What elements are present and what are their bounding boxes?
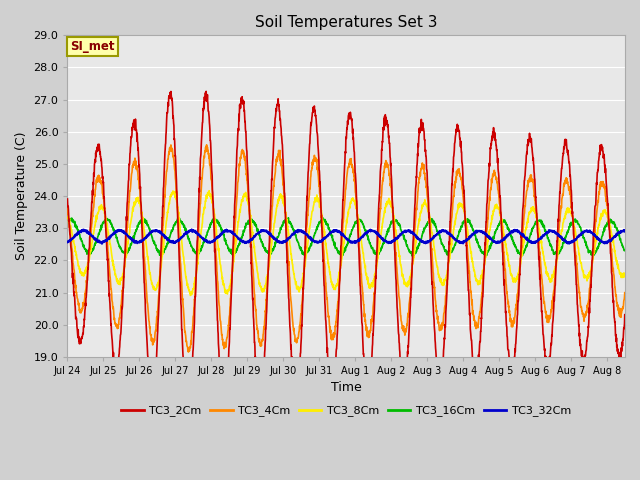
TC3_16Cm [350, 224, 358, 229]
TC3_16Cm [430, 218, 438, 224]
TC3_4Cm [184, 349, 192, 355]
TC3_16Cm [413, 245, 421, 251]
TC3_32Cm [536, 237, 543, 242]
TC3_32Cm [430, 233, 438, 239]
TC3_32Cm [602, 239, 610, 245]
TC3_8Cm [413, 230, 421, 236]
TC3_8Cm [187, 293, 195, 299]
TC3_4Cm [602, 198, 610, 204]
TC3_2Cm [63, 196, 71, 202]
TC3_2Cm [202, 88, 210, 94]
Legend: TC3_2Cm, TC3_4Cm, TC3_8Cm, TC3_16Cm, TC3_32Cm: TC3_2Cm, TC3_4Cm, TC3_8Cm, TC3_16Cm, TC3… [117, 401, 575, 421]
TC3_4Cm [536, 249, 543, 255]
TC3_8Cm [621, 272, 629, 277]
TC3_32Cm [97, 239, 104, 245]
Line: TC3_2Cm: TC3_2Cm [67, 91, 625, 416]
TC3_32Cm [621, 228, 629, 234]
Line: TC3_16Cm: TC3_16Cm [67, 217, 625, 256]
TC3_8Cm [536, 229, 543, 235]
TC3_32Cm [188, 227, 195, 232]
TC3_4Cm [63, 209, 71, 215]
TC3_16Cm [408, 253, 415, 259]
TC3_16Cm [536, 217, 543, 223]
Text: SI_met: SI_met [70, 40, 115, 53]
TC3_2Cm [536, 276, 543, 282]
TC3_16Cm [602, 222, 610, 228]
TC3_16Cm [63, 221, 71, 227]
TC3_4Cm [621, 294, 629, 300]
TC3_4Cm [430, 281, 438, 287]
Title: Soil Temperatures Set 3: Soil Temperatures Set 3 [255, 15, 438, 30]
TC3_2Cm [350, 144, 358, 150]
Line: TC3_8Cm: TC3_8Cm [67, 191, 625, 296]
TC3_8Cm [602, 211, 610, 217]
TC3_32Cm [63, 240, 71, 245]
TC3_4Cm [203, 142, 211, 148]
TC3_8Cm [350, 198, 358, 204]
TC3_16Cm [621, 248, 629, 253]
TC3_16Cm [97, 227, 104, 232]
TC3_16Cm [210, 214, 218, 220]
Line: TC3_4Cm: TC3_4Cm [67, 145, 625, 352]
Y-axis label: Soil Temperature (C): Soil Temperature (C) [15, 132, 28, 260]
TC3_2Cm [413, 162, 421, 168]
TC3_4Cm [97, 178, 104, 184]
TC3_2Cm [621, 312, 629, 318]
TC3_2Cm [185, 413, 193, 419]
TC3_4Cm [350, 173, 358, 179]
TC3_8Cm [430, 243, 438, 249]
TC3_32Cm [565, 240, 573, 246]
TC3_2Cm [430, 317, 438, 323]
TC3_32Cm [413, 235, 420, 241]
TC3_8Cm [97, 205, 104, 211]
TC3_8Cm [63, 216, 71, 221]
TC3_2Cm [602, 179, 610, 184]
Line: TC3_32Cm: TC3_32Cm [67, 229, 625, 243]
TC3_2Cm [97, 149, 104, 155]
X-axis label: Time: Time [331, 382, 362, 395]
TC3_32Cm [350, 239, 358, 245]
TC3_4Cm [413, 200, 421, 205]
TC3_8Cm [205, 188, 213, 193]
